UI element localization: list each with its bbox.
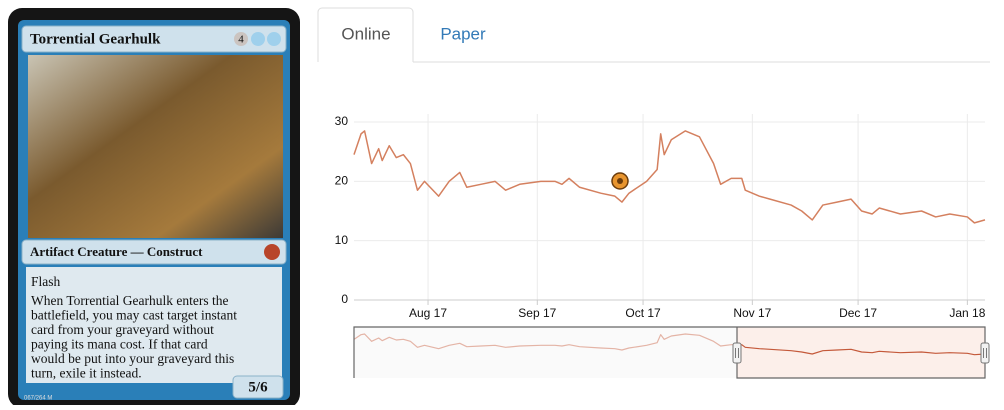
y-tick-label: 30 — [335, 114, 349, 128]
rules-line: When Torrential Gearhulk enters the — [31, 293, 228, 308]
mana-cost: 4 — [238, 34, 244, 46]
tab-active-border — [317, 7, 414, 62]
power-toughness: 5/6 — [248, 379, 268, 395]
set-symbol — [264, 244, 280, 260]
price-line — [353, 130, 986, 224]
rules-line: turn, exile it instead. — [31, 366, 142, 381]
navigator-handle — [980, 342, 990, 364]
x-tick-label: Aug 17 — [409, 306, 447, 320]
y-tick-label: 10 — [335, 233, 349, 247]
x-tick-label: Oct 17 — [625, 306, 661, 320]
collector-number: 067/264 M — [24, 396, 52, 402]
mana-blue — [251, 32, 265, 46]
tab-online[interactable]: Online — [341, 24, 390, 43]
rules-line: would be put into your graveyard this — [31, 351, 234, 366]
type-bar — [21, 239, 287, 265]
tab-paper[interactable]: Paper — [440, 24, 486, 43]
name-bar — [21, 25, 287, 53]
event-icon-core — [617, 178, 623, 184]
y-tick-label: 20 — [335, 174, 349, 188]
card-art — [28, 55, 283, 238]
navigator-handle — [732, 342, 742, 364]
x-tick-label: Nov 17 — [733, 306, 771, 320]
rules-line: paying its mana cost. If that card — [31, 337, 208, 352]
pt-box — [232, 375, 284, 399]
type-line: Artifact Creature — Construct — [30, 244, 203, 259]
card-name: Torrential Gearhulk — [30, 31, 161, 47]
rules-line: battlefield, you may cast target instant — [31, 308, 237, 323]
event-marker — [611, 172, 629, 190]
text-box — [26, 267, 282, 383]
mana-blue — [267, 32, 281, 46]
navigator-outline — [353, 326, 986, 379]
navigator-mask — [354, 327, 737, 378]
rules-line: card from your graveyard without — [31, 322, 214, 337]
x-tick-label: Dec 17 — [839, 306, 877, 320]
x-tick-label: Jan 18 — [949, 306, 985, 320]
rules-text: Flash When Torrential Gearhulk enters the… — [31, 274, 237, 381]
price-chart: 0 10 20 30 Aug 17 Sep 17 Oct 17 Nov 17 Dec 17 Jan… — [335, 114, 990, 379]
rules-line: Flash — [31, 274, 61, 289]
mana-generic — [234, 32, 248, 46]
x-tick-label: Sep 17 — [518, 306, 556, 320]
card: Torrential Gearhulk 4 Artifact Creature … — [8, 8, 300, 408]
y-tick-label: 0 — [341, 292, 348, 306]
